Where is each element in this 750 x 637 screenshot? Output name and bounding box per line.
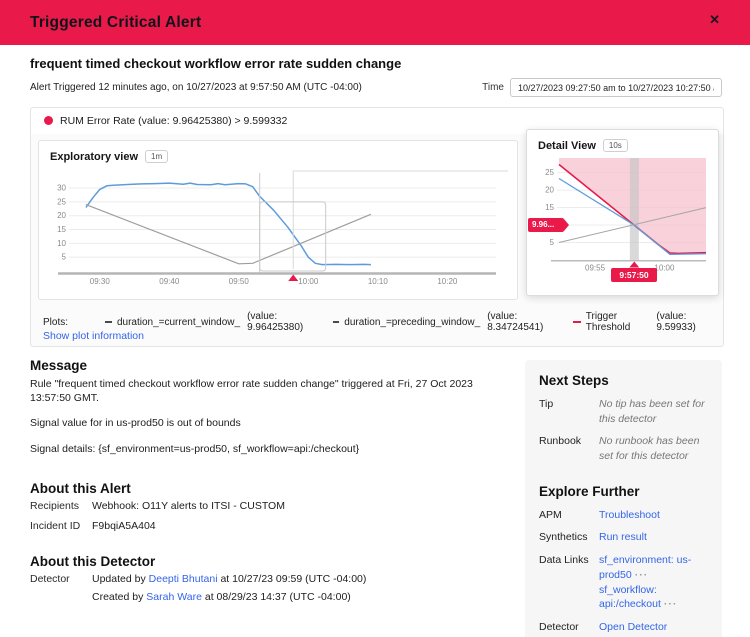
show-plot-information-link[interactable]: Show plot information bbox=[43, 330, 144, 342]
runbook-row: Runbook No runbook has been set for this… bbox=[539, 434, 708, 463]
detail-view-panel: Detail View 10s 5 15 20 25 09:55 10:00 9.96..… bbox=[526, 129, 719, 296]
detector-links-row: Detector Open Detector See all alerts fr… bbox=[539, 620, 708, 637]
line-swatch-icon bbox=[105, 321, 112, 323]
apm-row: APM Troubleshoot bbox=[539, 508, 660, 521]
exploratory-view-header: Exploratory view 1m bbox=[39, 141, 517, 163]
svg-text:20: 20 bbox=[545, 186, 554, 195]
tip-row: Tip No tip has been set for this detecto… bbox=[539, 397, 708, 426]
alert-card: RUM Error Rate (value: 9.96425380) > 9.5… bbox=[30, 107, 724, 347]
message-line: Signal details: {sf_environment=us-prod5… bbox=[30, 442, 360, 455]
legend-trigger-threshold: Trigger Threshold (value: 9.59933) bbox=[572, 311, 715, 333]
resolution-chip-1m: 1m bbox=[145, 150, 169, 163]
synthetics-row: Synthetics Run result bbox=[539, 531, 647, 544]
apm-troubleshoot-link[interactable]: Troubleshoot bbox=[599, 508, 660, 521]
overflow-menu-icon[interactable]: ··· bbox=[634, 568, 649, 581]
exploratory-view-panel: Exploratory view 1m 5 10 15 20 25 30 09:30 09:4… bbox=[38, 140, 518, 300]
tip-value: No tip has been set for this detector bbox=[599, 398, 705, 425]
svg-text:09:55: 09:55 bbox=[585, 264, 606, 273]
updated-by-user-link[interactable]: Deepti Bhutani bbox=[148, 572, 218, 585]
alert-details-column: Message Rule "frequent timed checkout wo… bbox=[30, 358, 498, 617]
message-heading: Message bbox=[30, 358, 88, 373]
resolution-chip-10s: 10s bbox=[602, 139, 628, 152]
overflow-menu-icon[interactable]: ··· bbox=[663, 598, 678, 611]
modal-header: Triggered Critical Alert ✕ bbox=[0, 0, 750, 45]
exploratory-view-title: Exploratory view bbox=[50, 150, 139, 163]
svg-text:09:30: 09:30 bbox=[90, 277, 111, 286]
svg-text:09:50: 09:50 bbox=[229, 277, 250, 286]
time-range-input[interactable] bbox=[510, 78, 722, 97]
incident-id-row: Incident ID F9bqiA5A404 bbox=[30, 519, 156, 532]
data-link-environment[interactable]: sf_environment: us-prod50 bbox=[599, 554, 692, 581]
alert-condition-text: RUM Error Rate (value: 9.96425380) > 9.5… bbox=[60, 115, 288, 127]
about-detector-heading: About this Detector bbox=[30, 553, 156, 569]
detail-view-title: Detail View bbox=[538, 139, 596, 152]
alert-severity-dot bbox=[44, 116, 53, 125]
close-icon[interactable]: ✕ bbox=[705, 8, 724, 32]
exploratory-chart[interactable]: 5 10 15 20 25 30 09:30 09:40 09:50 10:00 10:10 10:2… bbox=[46, 169, 510, 293]
data-link-workflow[interactable]: sf_workflow: api:/checkout bbox=[599, 583, 661, 611]
alert-banner: RUM Error Rate (value: 9.96425380) > 9.5… bbox=[31, 108, 723, 134]
message-line: Rule "frequent timed checkout workflow e… bbox=[30, 378, 473, 405]
legend-preceding-window: duration_=preceding_window_ (value: 8.34… bbox=[332, 311, 547, 333]
synthetics-run-result-link[interactable]: Run result bbox=[599, 531, 647, 544]
created-by-user-link[interactable]: Sarah Ware bbox=[146, 590, 202, 603]
alert-triggered-text: Alert Triggered 12 minutes ago, on 10/27… bbox=[30, 82, 362, 93]
svg-text:5: 5 bbox=[550, 238, 555, 247]
svg-text:25: 25 bbox=[545, 168, 554, 177]
time-label: Time bbox=[482, 82, 504, 93]
signal-value-badge: 9.96... bbox=[528, 218, 569, 232]
next-steps-heading: Next Steps bbox=[539, 373, 609, 388]
svg-text:10:20: 10:20 bbox=[437, 277, 458, 286]
plots-legend: Plots: duration_=current_window_ (value:… bbox=[43, 311, 715, 333]
see-all-alerts-link[interactable]: See all alerts from this detector bbox=[599, 636, 703, 637]
time-range-group: Time bbox=[482, 78, 722, 97]
svg-text:09:40: 09:40 bbox=[159, 277, 180, 286]
about-alert-heading: About this Alert bbox=[30, 480, 131, 496]
legend-current-window: duration_=current_window_ (value: 9.9642… bbox=[105, 311, 306, 333]
svg-text:25: 25 bbox=[57, 197, 66, 206]
svg-text:30: 30 bbox=[57, 184, 66, 193]
explore-further-heading: Explore Further bbox=[539, 483, 640, 499]
svg-text:15: 15 bbox=[57, 225, 66, 234]
open-detector-link[interactable]: Open Detector bbox=[599, 620, 668, 633]
svg-text:5: 5 bbox=[62, 253, 67, 262]
runbook-value: No runbook has been set for this detecto… bbox=[599, 435, 700, 463]
line-swatch-icon bbox=[572, 321, 581, 323]
svg-text:10: 10 bbox=[57, 239, 66, 248]
trigger-time-badge: 9:57:50 bbox=[611, 268, 657, 282]
svg-text:10:00: 10:00 bbox=[654, 264, 675, 273]
recipients-row: Recipients Webhook: O11Y alerts to ITSI … bbox=[30, 499, 285, 512]
incident-id-value: F9bqiA5A404 bbox=[92, 519, 156, 532]
detail-chart[interactable]: 5 15 20 25 09:55 10:00 bbox=[533, 156, 712, 274]
modal-title: Triggered Critical Alert bbox=[30, 14, 202, 31]
svg-text:20: 20 bbox=[57, 211, 66, 220]
plots-label: Plots: bbox=[43, 316, 69, 328]
detector-row: Detector Updated by Deepti Bhutani at 10… bbox=[30, 572, 367, 603]
detector-updated-line: Updated by Deepti Bhutani at 10/27/23 09… bbox=[92, 572, 367, 585]
sidebar: Next Steps Tip No tip has been set for t… bbox=[525, 360, 722, 637]
recipients-value: Webhook: O11Y alerts to ITSI - CUSTOM bbox=[92, 499, 285, 512]
message-line: Signal value for in us-prod50 is out of … bbox=[30, 417, 241, 430]
svg-text:15: 15 bbox=[545, 203, 554, 212]
line-swatch-icon bbox=[332, 321, 340, 323]
alert-name: frequent timed checkout workflow error r… bbox=[30, 56, 402, 71]
detail-view-header: Detail View 10s bbox=[527, 130, 718, 152]
data-links-row: Data Links sf_environment: us-prod50 ··· … bbox=[539, 554, 692, 611]
svg-text:10:00: 10:00 bbox=[298, 277, 319, 286]
detector-created-line: Created by Sarah Ware at 08/29/23 14:37 … bbox=[92, 590, 351, 603]
svg-text:10:10: 10:10 bbox=[368, 277, 389, 286]
